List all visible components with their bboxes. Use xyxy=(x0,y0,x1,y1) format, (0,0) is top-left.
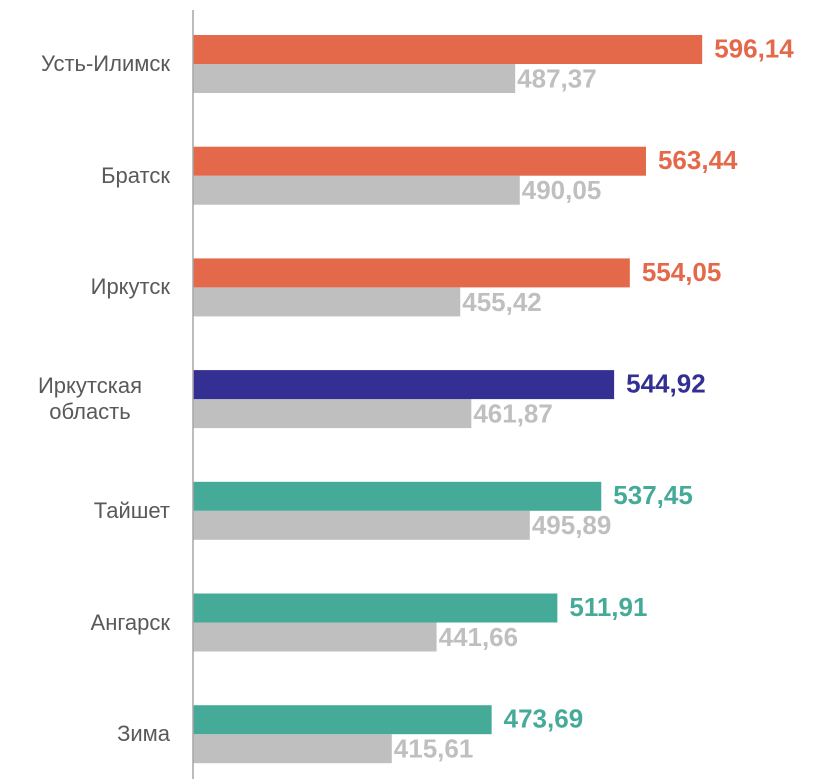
value-label: 544,92 xyxy=(626,368,706,398)
bar xyxy=(193,258,630,288)
value-label: 563,44 xyxy=(658,145,738,175)
category-label: Зима xyxy=(117,694,170,774)
bar xyxy=(193,35,703,64)
bar xyxy=(193,734,392,764)
bar xyxy=(193,593,558,623)
value-label: 461,87 xyxy=(473,398,553,428)
category-text: Ангарск xyxy=(90,609,170,635)
value-label: 490,05 xyxy=(522,175,602,205)
value-label: 473,69 xyxy=(504,704,584,734)
bar xyxy=(193,175,520,205)
category-label: Тайшет xyxy=(94,471,170,551)
bar xyxy=(193,64,516,93)
bar xyxy=(193,622,437,652)
value-label: 537,45 xyxy=(613,480,693,510)
bar xyxy=(193,146,646,176)
category-label: Иркутск xyxy=(91,247,170,327)
category-text: Братск xyxy=(101,162,170,188)
category-text: Усть-Илимск xyxy=(40,51,170,76)
category-label: Братск xyxy=(101,136,170,216)
category-label: Ангарск xyxy=(91,583,170,663)
value-label: 487,37 xyxy=(517,63,597,93)
value-label: 455,42 xyxy=(462,287,542,317)
bar xyxy=(193,399,472,429)
value-label: 441,66 xyxy=(439,622,519,652)
value-label: 495,89 xyxy=(532,510,612,540)
category-label: Иркутская область xyxy=(10,359,170,439)
bar xyxy=(193,287,461,317)
value-label: 554,05 xyxy=(642,257,722,287)
category-text: Тайшет xyxy=(93,497,170,523)
value-label: 596,14 xyxy=(714,33,794,63)
bar xyxy=(193,705,492,735)
category-text: Иркутская область xyxy=(37,373,142,425)
value-label: 511,91 xyxy=(569,592,647,622)
category-label: Усть-Илимск xyxy=(41,24,170,104)
category-text: Зима xyxy=(117,721,170,747)
bar xyxy=(193,481,602,511)
bar xyxy=(193,510,530,540)
category-text: Иркутск xyxy=(90,274,170,300)
bar xyxy=(193,370,615,400)
value-label: 415,61 xyxy=(394,734,474,764)
